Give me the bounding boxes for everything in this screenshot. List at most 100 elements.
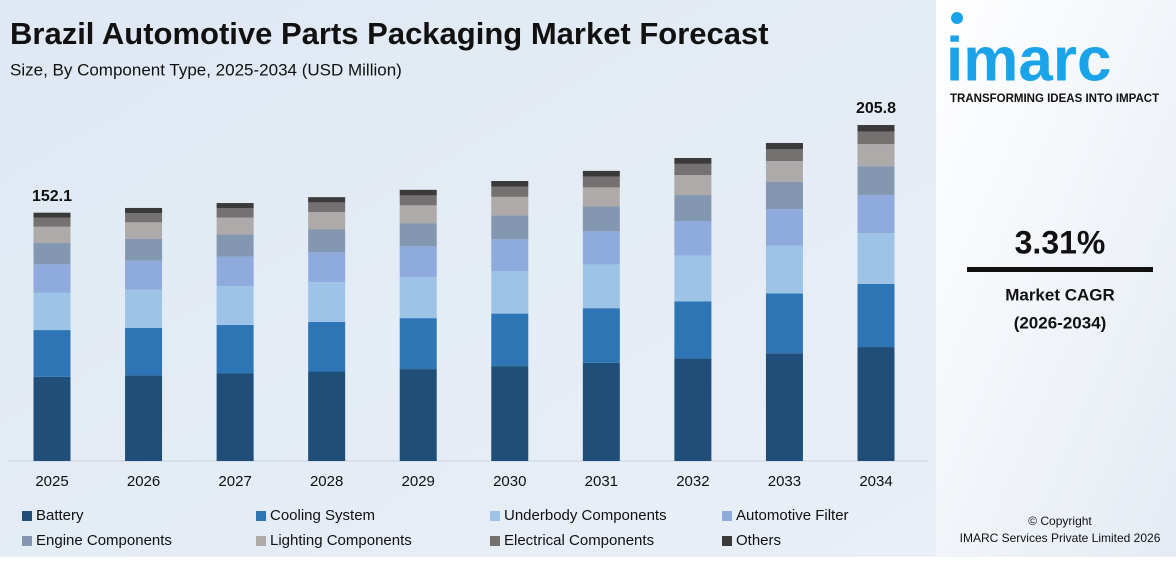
legend-label: Engine Components [36, 532, 172, 549]
cagr-rule [967, 267, 1153, 272]
bar-segment [33, 376, 71, 461]
x-tick-label: 2030 [493, 473, 526, 490]
legend-swatch [22, 511, 32, 521]
legend-label: Battery [36, 507, 84, 524]
bar-segment [308, 321, 346, 372]
bar-segment [308, 202, 346, 213]
bar-segment [765, 181, 803, 210]
chart-title: Brazil Automotive Parts Packaging Market… [10, 16, 769, 51]
bar-segment [674, 301, 712, 359]
x-tick-label: 2026 [127, 473, 160, 490]
cagr-value: 3.31% [1015, 224, 1106, 260]
bar-segment [674, 175, 712, 196]
bar-segment [33, 330, 71, 377]
total-label: 205.8 [856, 100, 896, 117]
legend-swatch [722, 511, 732, 521]
bar-segment [308, 371, 346, 461]
legend-swatch [722, 536, 732, 546]
bar-segment [125, 375, 163, 461]
bar-segment [399, 195, 437, 206]
bar-segment [216, 217, 254, 235]
bar-segment [216, 373, 254, 461]
bar-segment [857, 283, 895, 348]
bar-segment [491, 215, 529, 240]
total-label: 152.1 [32, 188, 72, 205]
bar-segment [308, 229, 346, 253]
bar-segment [399, 189, 437, 196]
bar-segment [308, 212, 346, 230]
bar-segment [582, 362, 620, 461]
bar-segment [33, 226, 71, 244]
legend-label: Cooling System [270, 507, 375, 524]
bar-segment [582, 187, 620, 207]
bar-segment [125, 207, 163, 214]
bar-segment [33, 264, 71, 293]
bar-segment [582, 231, 620, 265]
bar-segment [674, 358, 712, 461]
bar-segment [674, 195, 712, 222]
x-tick-label: 2028 [310, 473, 343, 490]
chart-subtitle: Size, By Component Type, 2025-2034 (USD … [10, 60, 402, 79]
bar-segment [491, 239, 529, 272]
legend-label: Underbody Components [504, 507, 667, 524]
bar-segment [125, 213, 163, 223]
legend-swatch [22, 536, 32, 546]
bar-segment [308, 252, 346, 283]
bar-segment [216, 234, 254, 257]
bar-segment [216, 208, 254, 218]
company: IMARC Services Private Limited 2026 [960, 531, 1161, 545]
x-tick-label: 2025 [35, 473, 68, 490]
bar-segment [33, 212, 71, 218]
panel-background [936, 0, 1176, 557]
bar-segment [491, 271, 529, 314]
bar-segment [308, 197, 346, 203]
bar-segment [308, 282, 346, 322]
bar-segment [765, 245, 803, 294]
bar-segment [857, 194, 895, 234]
legend-swatch [256, 511, 266, 521]
bar-segment [125, 289, 163, 328]
x-tick-label: 2029 [402, 473, 435, 490]
x-tick-label: 2033 [768, 473, 801, 490]
bar-segment [857, 347, 895, 461]
bar-segment [399, 369, 437, 461]
bar-segment [216, 325, 254, 374]
tagline: TRANSFORMING IDEAS INTO IMPACT [950, 93, 1159, 105]
bar-segment [33, 292, 71, 331]
legend-swatch [490, 511, 500, 521]
legend-label: Lighting Components [270, 532, 412, 549]
bar-segment [674, 255, 712, 302]
bar-segment [765, 209, 803, 246]
bar-segment [857, 125, 895, 132]
cagr-label: Market CAGR [1005, 285, 1115, 304]
bar-segment [125, 222, 163, 239]
bar-segment [674, 221, 712, 256]
bar-segment [399, 246, 437, 278]
legend-label: Others [736, 532, 781, 549]
legend-swatch [256, 536, 266, 546]
bar-segment [491, 181, 529, 187]
bar-segment [216, 203, 254, 209]
bar-segment [399, 205, 437, 224]
bar-segment [765, 293, 803, 354]
bar-segment [582, 264, 620, 309]
x-tick-label: 2031 [585, 473, 618, 490]
bar-segment [33, 217, 71, 227]
bar-segment [491, 196, 529, 216]
bar-segment [125, 327, 163, 376]
bar-segment [765, 149, 803, 162]
x-tick-label: 2034 [859, 473, 892, 490]
bar-segment [491, 186, 529, 197]
bar-segment [765, 161, 803, 182]
bar-segment [125, 238, 163, 261]
bar-segment [216, 285, 254, 326]
bar-segment [674, 163, 712, 176]
legend-label: Electrical Components [504, 532, 654, 549]
legend-label: Automotive Filter [736, 507, 849, 524]
bar-segment [582, 176, 620, 188]
bar-segment [857, 166, 895, 195]
legend-swatch [490, 536, 500, 546]
bar-segment [491, 366, 529, 461]
bar-segment [765, 142, 803, 150]
